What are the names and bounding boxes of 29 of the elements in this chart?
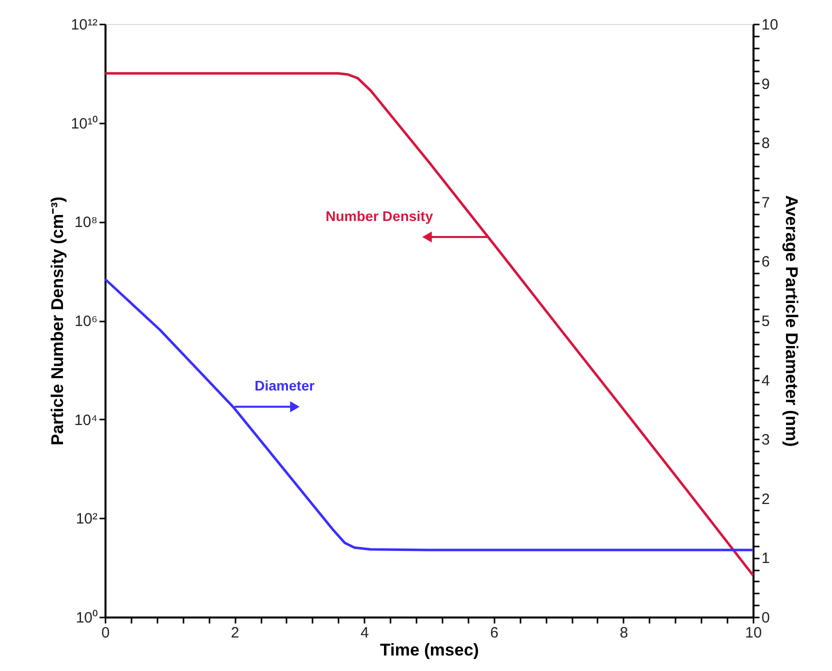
y-tick-label: 10⁴ <box>74 412 98 429</box>
y2-tick-label: 2 <box>762 490 770 508</box>
y2-tick-label: 10 <box>762 16 778 34</box>
annotation: Number Density <box>326 208 434 224</box>
y2-tick-label: 1 <box>762 550 770 568</box>
y-tick-label: 10⁶ <box>74 313 98 330</box>
x-tick-label: 4 <box>360 624 369 642</box>
x-tick-label: 8 <box>620 624 628 642</box>
y2-tick-label: 3 <box>762 432 770 449</box>
x-tick-label: 2 <box>230 624 240 642</box>
x-tick-label: 10 <box>745 624 762 642</box>
y2-tick-label: 6 <box>762 254 770 271</box>
y2-tick-label: 9 <box>762 76 770 93</box>
y2-tick-label: 8 <box>762 135 770 152</box>
x-axis-title: Time (msec) <box>380 640 479 660</box>
x-tick-label: 0 <box>101 624 110 642</box>
y2-axis-title: Average Particle Diameter (nm) <box>782 195 802 447</box>
y2-tick-label: 7 <box>762 194 770 212</box>
y-tick-label: 10² <box>76 510 98 528</box>
y2-tick-label: 4 <box>762 372 770 390</box>
annotation: Diameter <box>254 378 316 394</box>
x-tick-label: 6 <box>490 624 498 642</box>
y-tick-label: 10⁸ <box>74 214 98 232</box>
y2-tick-label: 0 <box>762 610 770 626</box>
y-tick-label: 10¹² <box>70 16 98 34</box>
y-tick-label: 10⁰ <box>76 610 98 626</box>
y2-tick-label: 5 <box>762 313 770 330</box>
y-tick-label: 10¹⁰ <box>70 115 98 132</box>
y-axis-title: Particle Number Density (cm⁻³) <box>48 196 67 446</box>
